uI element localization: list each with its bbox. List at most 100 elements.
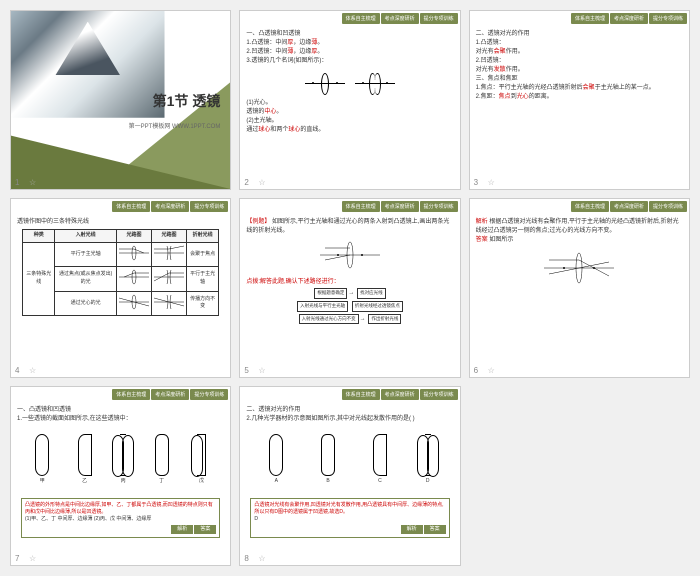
lens-shape: C (373, 434, 387, 486)
tab-2[interactable]: 考点深度研析 (151, 201, 189, 212)
lbl: C (373, 478, 387, 486)
tab-2[interactable]: 考点深度研析 (151, 389, 189, 400)
tab-1[interactable]: 体系自主梳理 (342, 201, 380, 212)
answer-label: 答案 (476, 237, 488, 243)
mountain-bg (11, 11, 165, 118)
ray-icon (154, 294, 184, 310)
s7-heading: 一、凸透镜和凹透镜 (17, 406, 224, 415)
ans: D (254, 516, 445, 523)
problem-box: 凸透镜的外形特点是中间比边缘厚,如甲、乙、丁都属于凸透镜,而凹透镜的特点则只有丙… (21, 498, 220, 538)
blank: 发散 (494, 67, 506, 73)
t: 通过 (246, 127, 258, 133)
td: 通过焦点(或从焦点发出)的光 (55, 267, 117, 292)
tab-3[interactable]: 提分专项训练 (190, 389, 228, 400)
ray-icon (119, 294, 149, 310)
blank: 球心 (258, 127, 270, 133)
t: 的直线。 (300, 127, 324, 133)
star-icon: ☆ (258, 554, 265, 563)
analysis-button[interactable]: 解析 (401, 525, 423, 534)
slide3-content: 二、透镜对光的作用 1.凸透镜： 对光有会聚作用。 2.凹透镜： 对光有发散作用… (470, 26, 689, 189)
slide-4[interactable]: 体系自主梳理 考点深度研析 提分专项训练 透镜作图中的三条特殊光线 种类 入射光… (10, 198, 231, 378)
td-diagram (152, 242, 187, 267)
tab-2[interactable]: 考点深度研析 (381, 201, 419, 212)
s2-line4b: 透镜的中心。 (246, 108, 453, 117)
analysis-button[interactable]: 解析 (171, 525, 193, 534)
tab-3[interactable]: 提分专项训练 (649, 13, 687, 24)
focal-point (362, 82, 364, 84)
lens-ray-icon (320, 240, 380, 270)
tab-1[interactable]: 体系自主梳理 (112, 201, 150, 212)
slide7-content: 一、凸透镜和凹透镜 1.一些透镜的截面如图所示,在这些透镜中： 甲 乙 丙 丁 … (11, 402, 230, 565)
box-text: 凸透镜的外形特点是中间比边缘厚,如甲、乙、丁都属于凸透镜,而凹透镜的特点则只有丙… (25, 502, 216, 516)
slide-number: 3 (474, 178, 478, 187)
t: 的距离。 (529, 94, 553, 100)
answer-bar: 解析 答案 (254, 525, 445, 534)
t: 和两个 (270, 127, 288, 133)
tab-3[interactable]: 提分专项训练 (420, 389, 458, 400)
tab-1[interactable]: 体系自主梳理 (342, 13, 380, 24)
lens-shapes-row: 甲 乙 丙 丁 戊 (17, 424, 224, 496)
tab-3[interactable]: 提分专项训练 (420, 201, 458, 212)
biconcave-icon (425, 434, 431, 476)
lens-shape: 乙 (78, 434, 92, 486)
lbl: 戊 (197, 478, 206, 486)
slide-7[interactable]: 体系自主梳理 考点深度研析 提分专项训练 一、凸透镜和凹透镜 1.一些透镜的截面… (10, 386, 231, 566)
convex-icon (155, 434, 169, 476)
slide-title: 第1节 透镜 (153, 91, 221, 111)
lens-shape: B (321, 434, 335, 486)
slide-5[interactable]: 体系自主梳理 考点深度研析 提分专项训练 【例题】 如图所示,平行主光轴和通过光… (239, 198, 460, 378)
example-line: 【例题】 如图所示,平行主光轴和通过光心的两条入射到凸透镜上,画出两条光线的折射… (246, 218, 453, 236)
tab-bar: 体系自主梳理 考点深度研析 提分专项训练 (11, 387, 230, 402)
slide-1[interactable]: 第1节 透镜 第一PPT模板网 WWW.1PPT.COM 1 ☆ (10, 10, 231, 190)
td: 会聚于焦点 (187, 242, 219, 267)
tab-3[interactable]: 提分专项训练 (190, 201, 228, 212)
lens-shape: 甲 (35, 434, 49, 486)
s8-q: 2.几种光学器材的示意图如图所示,其中对光线起发散作用的是( ) (246, 415, 453, 424)
slide-number: 6 (474, 366, 478, 375)
tab-1[interactable]: 体系自主梳理 (571, 13, 609, 24)
tab-2[interactable]: 考点深度研析 (610, 13, 648, 24)
tab-2[interactable]: 考点深度研析 (381, 389, 419, 400)
s3-l2b: 对光有发散作用。 (476, 66, 683, 75)
t: 1.凸透镜：中间 (246, 40, 287, 46)
t: 。 (276, 109, 282, 115)
flow-box: 入射光线通过光心方向不变 (299, 314, 359, 325)
slide-3[interactable]: 体系自主梳理 考点深度研析 提分专项训练 二、透镜对光的作用 1.凸透镜： 对光… (469, 10, 690, 190)
slide-number: 8 (244, 554, 248, 563)
planoconcave-icon (197, 434, 206, 476)
ray-icon (119, 269, 149, 285)
tab-3[interactable]: 提分专项训练 (420, 13, 458, 24)
s2-line1: 1.凸透镜：中间厚，边缘薄。 (246, 39, 453, 48)
slide-6[interactable]: 体系自主梳理 考点深度研析 提分专项训练 解析 根据凸透镜对光线有会聚作用,平行… (469, 198, 690, 378)
star-icon: ☆ (29, 554, 36, 563)
slide-8[interactable]: 体系自主梳理 考点深度研析 提分专项训练 二、透镜对光的作用 2.几种光学器材的… (239, 386, 460, 566)
s3-l5: 2.焦距：焦点到光心的距离。 (476, 93, 683, 102)
tab-bar: 体系自主梳理 考点深度研析 提分专项训练 (470, 11, 689, 26)
s2-heading: 一、凸透镜和凹透镜 (246, 30, 453, 39)
tab-bar: 体系自主梳理 考点深度研析 提分专项训练 (470, 199, 689, 214)
slide6-content: 解析 根据凸透镜对光线有会聚作用,平行于主光轴的光经凸透镜折射后,折射光线经过凸… (470, 214, 689, 377)
t: 2.焦距： (476, 94, 499, 100)
tab-1[interactable]: 体系自主梳理 (112, 389, 150, 400)
lbl: B (321, 478, 335, 486)
star-icon: ☆ (29, 178, 36, 187)
th: 种类 (23, 230, 55, 243)
t: 对光有 (476, 49, 494, 55)
th: 入射光线 (55, 230, 117, 243)
tab-2[interactable]: 考点深度研析 (610, 201, 648, 212)
ray-table: 种类 入射光线 光路图 光路图 折射光线 三条特殊光线 平行于主光轴 会聚于焦点… (22, 229, 219, 316)
answer-text: 如图所示 (489, 237, 513, 243)
tab-1[interactable]: 体系自主梳理 (342, 389, 380, 400)
blank: 光心 (517, 94, 529, 100)
tab-3[interactable]: 提分专项训练 (649, 201, 687, 212)
convex-lens-icon (321, 73, 329, 95)
answer-button[interactable]: 答案 (424, 525, 446, 534)
example-text: 如图所示,平行主光轴和通过光心的两条入射到凸透镜上,画出两条光线的折射光线。 (246, 219, 449, 234)
focal-point (312, 82, 314, 84)
tab-1[interactable]: 体系自主梳理 (571, 201, 609, 212)
answer-button[interactable]: 答案 (194, 525, 216, 534)
th: 光路图 (152, 230, 187, 243)
flow-box: 作出折射光线 (368, 314, 401, 325)
slide-2[interactable]: 体系自主梳理 考点深度研析 提分专项训练 一、凸透镜和凹透镜 1.凸透镜：中间厚… (239, 10, 460, 190)
tab-2[interactable]: 考点深度研析 (381, 13, 419, 24)
